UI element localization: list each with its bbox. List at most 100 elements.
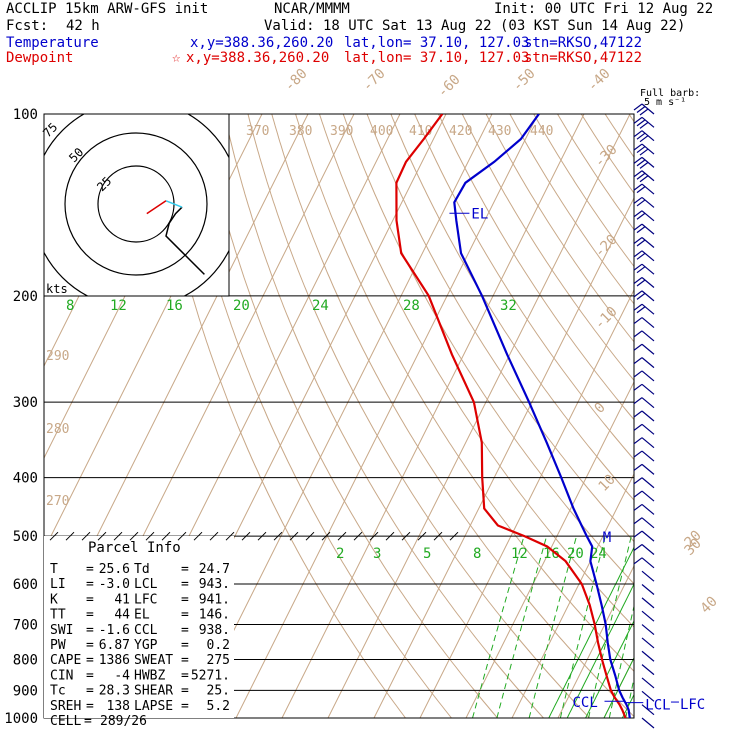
isotherm-line: [189, 114, 493, 718]
dry-adiabat: [199, 114, 498, 718]
freezing-hatch: [305, 531, 315, 541]
hodograph-trace-upper: [146, 200, 167, 215]
level-annotation-label: LCL: [645, 698, 670, 714]
dewpoint-latlon: lat,lon= 37.10, 127.03: [344, 50, 530, 66]
wind-barb-flag: [633, 130, 643, 138]
mixing-ratio-label: 8: [473, 546, 481, 562]
wind-barb: [641, 597, 655, 609]
parcel-param-value-2: 25.: [207, 684, 230, 699]
moist-adiabat: [585, 619, 634, 718]
theta-label: 280: [46, 422, 69, 437]
parcel-param-name-2: YGP: [134, 638, 158, 653]
wind-barb-flag: [633, 236, 643, 244]
isotherm-line: [465, 380, 634, 718]
wind-barb-flag: [636, 132, 646, 140]
dry-adiabat: [677, 114, 740, 718]
wind-barb-flag: [636, 306, 646, 314]
parcel-param-name-2: CCL: [134, 623, 158, 638]
parcel-param-value: 6.87: [99, 638, 130, 653]
wind-barb-flag: [633, 517, 643, 525]
dewpoint-star-icon: ☆: [172, 50, 181, 66]
dry-adiabat: [700, 114, 740, 718]
parcel-equals: =: [86, 684, 94, 699]
wind-barb: [641, 690, 655, 702]
freezing-hatch: [129, 531, 139, 541]
isotherm-label: -70: [360, 66, 389, 95]
parcel-equals: =: [181, 592, 189, 607]
freezing-hatch: [209, 531, 219, 541]
moist-adiabat: [603, 656, 634, 718]
freezing-hatch: [113, 531, 123, 541]
parcel-param-value-2: 275: [207, 653, 230, 668]
dry-adiabat: [414, 114, 634, 461]
wind-barb: [641, 624, 655, 636]
wind-barb-flag: [633, 210, 643, 218]
parcel-param-name: PW: [50, 638, 66, 653]
freezing-hatch: [321, 531, 331, 541]
parcel-equals: =: [86, 592, 94, 607]
pressure-tick-label: 200: [13, 289, 38, 305]
legend-temperature: Temperature: [6, 35, 99, 51]
freezing-hatch: [145, 531, 155, 541]
parcel-info-panel: Parcel Info T = 25.6 Td = 24.7 LI = -3.0 LCL = 943. K…: [44, 531, 459, 729]
dry-adiabat: [461, 114, 634, 382]
pressure-tick-label: 700: [13, 617, 38, 633]
wind-barb-flag: [636, 199, 646, 207]
level-annotation-label: CCL: [573, 695, 598, 711]
parcel-equals: =: [181, 638, 189, 653]
parcel-param-value: 44: [114, 608, 130, 623]
wind-barb: [641, 610, 655, 622]
wind-barb-flag: [633, 503, 643, 511]
wind-barb-flag: [633, 250, 643, 258]
dry-adiabat: [390, 114, 634, 501]
wind-barb-flag: [639, 135, 649, 143]
wind-barb-flag: [633, 223, 643, 231]
model-title: ACCLIP 15km ARW-GFS init: [6, 1, 209, 17]
hodograph-trace-lower: [165, 206, 205, 275]
wind-barb: [641, 584, 655, 595]
wind-barb: [641, 664, 655, 676]
isotherm-line: [373, 196, 634, 718]
isotherm-line: [327, 114, 631, 718]
wind-barb: [641, 490, 655, 502]
theta-label: 420: [449, 124, 472, 139]
wind-barb-column: Full barb:5 m s⁻¹: [633, 88, 700, 729]
moist-adiabat-label: 12: [110, 298, 127, 314]
moist-adiabat-label: 28: [403, 298, 420, 314]
parcel-equals: =: [86, 699, 94, 714]
temperature-location: x,y=388.36,260.20: [190, 35, 334, 51]
wind-barb: [641, 463, 655, 475]
parcel-equals: =: [181, 577, 189, 592]
wind-barb: [641, 517, 655, 529]
freezing-hatch: [49, 531, 59, 541]
parcel-param-name-2: SHEAR: [134, 684, 173, 699]
temperature-profile: [453, 114, 631, 718]
wind-barb: [641, 330, 655, 342]
wind-barb-flag: [633, 343, 643, 351]
wind-barb: [641, 290, 655, 302]
wind-barb: [641, 477, 655, 489]
moist-adiabat: [566, 583, 634, 718]
wind-barb-flag: [639, 108, 649, 116]
wind-barb-flag: [633, 370, 643, 378]
freezing-hatch: [273, 531, 283, 541]
wind-barb-flag: [636, 119, 646, 127]
wind-barb: [641, 370, 655, 382]
isotherm-label: 40: [698, 594, 721, 617]
parcel-param-value: -1.6: [99, 623, 130, 638]
wind-barb: [641, 437, 655, 449]
dry-adiabat: [533, 114, 634, 268]
wind-barb-flag: [636, 212, 646, 220]
wind-barb-flag: [639, 175, 649, 183]
wind-barb-flag: [636, 226, 646, 234]
barb-scale-units: 5 m s⁻¹: [644, 97, 686, 108]
isotherm-line: [557, 564, 634, 718]
parcel-param-name-2: HWBZ: [134, 668, 165, 683]
pressure-tick-label: 400: [13, 471, 38, 487]
wind-barb: [641, 570, 655, 582]
level-annotation-label: M: [603, 530, 611, 546]
wind-barb: [641, 637, 655, 649]
freezing-hatch: [65, 531, 75, 541]
parcel-equals: =: [181, 653, 189, 668]
